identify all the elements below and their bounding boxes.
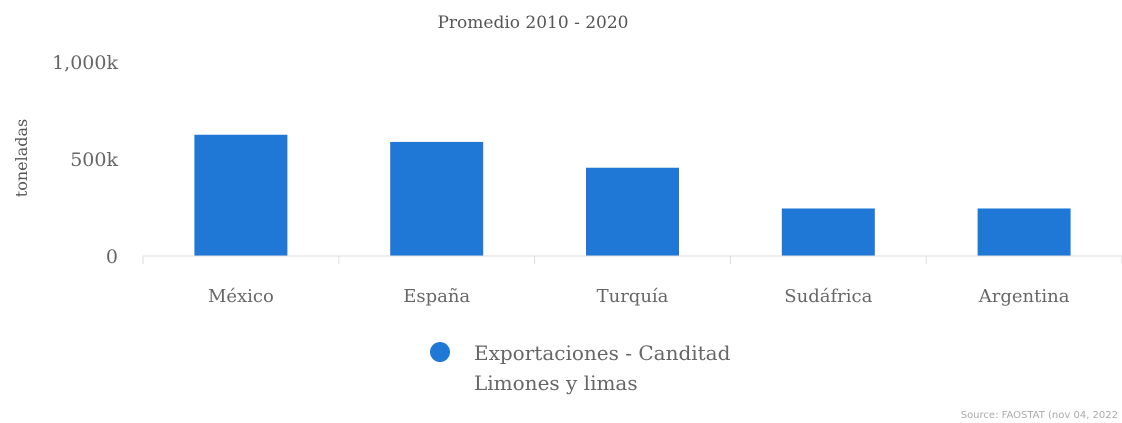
chart-title: Promedio 2010 - 2020 [437, 13, 628, 33]
legend[interactable]: Exportaciones - Canditad Limones y limas [430, 341, 731, 395]
bar[interactable] [977, 208, 1071, 256]
bar[interactable] [194, 134, 288, 256]
bar[interactable] [586, 167, 679, 256]
x-tick-label: Sudáfrica [784, 286, 872, 307]
legend-marker [430, 342, 450, 362]
x-axis-ticks: México España Turquía Sudáfrica Argentina [142, 256, 1122, 307]
x-tick-label: España [403, 286, 470, 307]
legend-label-line-2: Limones y limas [474, 371, 638, 395]
x-tick-label: Argentina [978, 286, 1070, 307]
source-credit[interactable]: Source: FAOSTAT (nov 04, 2022 [961, 410, 1118, 421]
bar[interactable] [390, 141, 484, 256]
y-tick-label: 0 [106, 246, 118, 268]
x-tick-label: México [208, 286, 274, 307]
y-axis-ticks: 0 500k 1,000k [52, 52, 118, 268]
legend-label-line-1: Exportaciones - Canditad [474, 341, 731, 365]
y-axis-label: toneladas [12, 119, 31, 197]
x-tick-label: Turquía [597, 286, 669, 307]
bar[interactable] [781, 208, 875, 256]
y-tick-label: 1,000k [52, 52, 118, 74]
y-tick-label: 500k [70, 149, 118, 171]
bars [194, 134, 1071, 256]
